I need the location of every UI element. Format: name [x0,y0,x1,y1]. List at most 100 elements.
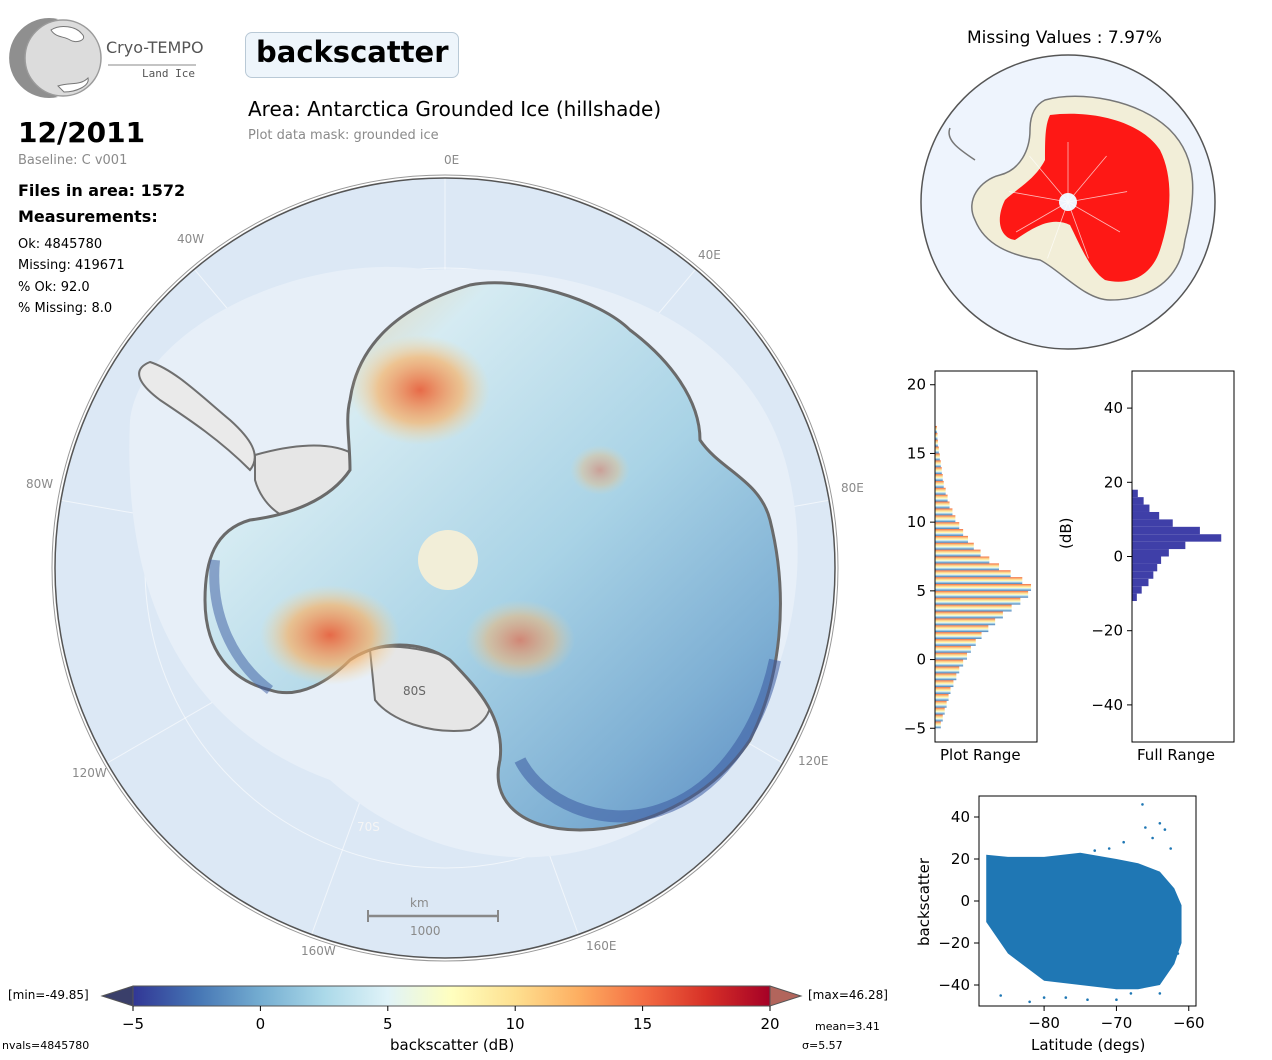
histogram-bar [935,659,964,667]
histogram-bar [935,432,938,440]
histogram-bar [935,693,949,701]
histogram-bar [935,542,974,550]
histogram-bar [935,577,1023,584]
y-tick-label: 10 [907,513,926,531]
histogram-bar [935,453,940,461]
measurements-ok: Ok: 4845780 [18,237,103,252]
histogram-bar [935,666,960,674]
lon-label-160w: 160W [301,944,336,958]
y-tick-label: 20 [951,850,970,868]
colorbar-max: [max=46.28] [808,988,888,1002]
scale-bar-value: 1000 [410,924,441,938]
histogram-bar [935,700,947,708]
scatter-point [1158,822,1162,825]
histogram-bar [1132,593,1137,602]
scatter-point [1122,840,1125,844]
histogram-bar [935,625,989,633]
colorbar-min: [min=-49.85] [8,988,89,1002]
histogram-bar [935,529,964,536]
histogram-bar [1132,519,1173,527]
date-label: 12/2011 [18,116,146,149]
y-tick-label: −5 [904,719,926,737]
colorbar-tick-label: 5 [383,1015,393,1033]
histogram-bar [1132,526,1200,535]
histogram-bar [935,474,943,481]
y-tick-label: 20 [1104,473,1123,491]
scatter-point [1107,847,1111,850]
histogram-bar [935,446,939,454]
scatter-point [1129,992,1133,995]
histogram-bar [1132,511,1160,520]
colorbar-extend-min [100,985,134,1007]
histogram-bar [935,467,942,475]
lon-label-0e: 0E [444,153,460,167]
pole-hole [418,530,478,590]
y-tick-label: 5 [916,582,926,600]
histogram-bar [935,501,950,509]
parameter-title-box: backscatter [245,32,459,78]
histogram-bar [935,611,1003,619]
histogram-bar [935,480,944,488]
scatter-point [1141,803,1144,806]
histogram-bar [935,597,1021,605]
histogram-bar [1132,541,1186,550]
lat-label-70s: 70S [357,820,380,834]
scatter-point [1151,836,1154,840]
scatter-point-cloud [986,852,1182,990]
y-tick-label: 0 [916,651,926,669]
histogram-bar [1132,504,1150,512]
y-tick-label: −40 [1091,696,1123,714]
stat-nvals: nvals=4845780 [2,1039,90,1052]
histogram-bar [935,439,938,447]
histogram-bar [1132,556,1162,564]
histogram-bar [935,515,956,523]
lon-label-160e: 160E [586,939,617,953]
histogram-bar [935,556,990,564]
scatter-point [1144,826,1147,829]
y-tick-label: −20 [1091,622,1123,640]
histogram-bar [935,721,941,729]
histogram-bar [935,638,976,646]
logo: Cryo-TEMPO Land Ice [9,16,204,100]
histogram-bar [935,570,1011,578]
scale-bar [367,910,499,922]
scatter-point [1093,849,1097,852]
histogram-bar [935,645,971,653]
histogram-bar [935,583,1032,591]
histogram-bar [935,632,982,639]
y-tick-label: 0 [960,892,970,910]
y-tick-label: −40 [938,976,970,994]
histogram-bar [935,549,981,557]
colorbar-tick-label: 10 [506,1015,525,1033]
scale-bar-unit: km [410,896,429,910]
colorbar-extend-max [769,985,803,1007]
scatter-point [1115,998,1118,1001]
measurements-missing: Missing: 419671 [18,258,125,273]
histogram-bar [935,535,968,543]
lon-label-80e: 80E [841,481,864,495]
area-title: Area: Antarctica Grounded Ice (hillshade… [248,97,662,121]
histogram-bar [935,680,954,688]
measurements-heading: Measurements: [18,207,158,226]
antarctic-peninsula [138,360,256,472]
baseline-label: Baseline: C v001 [18,153,128,168]
scatter-point [1169,847,1172,850]
histogram-bar [935,714,943,722]
data-mask-note: Plot data mask: grounded ice [248,128,439,143]
histogram-bar [935,673,957,681]
histogram-bar [935,604,1012,612]
histogram-bar [935,460,941,468]
histogram-bar [935,590,1029,598]
histogram-bar [935,652,968,660]
y-tick-label: 15 [907,444,926,462]
y-tick-label: −20 [938,934,970,952]
y-tick-label: 20 [907,376,926,394]
histogram-bar [935,494,948,502]
histogram-bar [1132,563,1158,572]
